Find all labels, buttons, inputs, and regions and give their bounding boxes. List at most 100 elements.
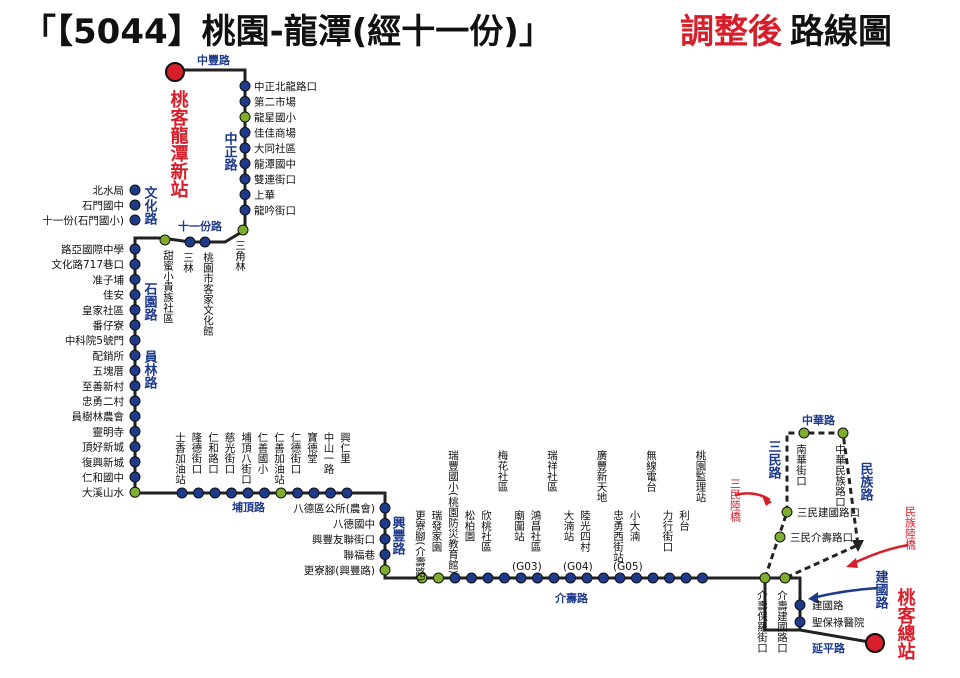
stop-marker bbox=[199, 236, 211, 248]
stop-marker bbox=[129, 365, 141, 377]
stop-marker bbox=[129, 199, 141, 211]
stop-marker bbox=[292, 487, 303, 499]
stop-label: 中科院5號門 bbox=[65, 334, 124, 347]
terminal-start-label: 桃客龍潭新站 bbox=[168, 89, 189, 199]
stop-label: 八德國中 bbox=[333, 518, 375, 531]
stop-marker bbox=[548, 572, 560, 584]
road-wenhua: 文化路 bbox=[142, 185, 158, 225]
stop-marker bbox=[237, 224, 249, 236]
stop-marker bbox=[129, 319, 141, 331]
road-yanping: 延平路 bbox=[811, 641, 846, 655]
stop-label: 上華 bbox=[254, 190, 275, 202]
stop-marker bbox=[239, 142, 251, 154]
stop-marker bbox=[379, 533, 391, 545]
stop-marker bbox=[794, 599, 806, 611]
stop-label: 介壽保羅街口 bbox=[756, 590, 768, 653]
arrow-sanmin-bridge-icon bbox=[734, 492, 771, 502]
road-jieshou: 介壽路 bbox=[554, 591, 589, 605]
stop-marker bbox=[129, 304, 141, 316]
stop-label: 仁和國中 bbox=[82, 471, 124, 484]
stop-label: 雙連街口 bbox=[254, 173, 296, 186]
stop-label: 忠勇西街站 bbox=[612, 510, 624, 563]
stop-marker bbox=[239, 204, 251, 216]
stop-label: 瑞發家園 bbox=[431, 510, 443, 553]
stop-label: 佳佳商場 bbox=[254, 127, 296, 140]
stop-marker bbox=[129, 273, 141, 285]
stop-marker bbox=[697, 572, 708, 584]
map-title: 「【5044】桃園-龍潭(經十一份)」 調整後 路線圖 bbox=[0, 6, 960, 58]
stop-marker bbox=[193, 487, 204, 499]
stop-marker bbox=[129, 441, 141, 453]
road-xingfeng: 興豐路 bbox=[390, 515, 406, 555]
stop-marker bbox=[239, 158, 251, 169]
stop-label: 中華民族路口 bbox=[834, 443, 846, 507]
stop-marker bbox=[239, 189, 251, 200]
stop-marker bbox=[242, 487, 254, 499]
stop-marker bbox=[781, 506, 793, 518]
stop-label: 陸光四村 bbox=[579, 509, 591, 552]
stop-label: 廟圍站 bbox=[513, 509, 525, 542]
note-sanmin-bridge: 三民陸橋 bbox=[729, 478, 742, 523]
stop-marker bbox=[259, 487, 270, 499]
stop-marker bbox=[798, 427, 810, 439]
stop-marker bbox=[129, 289, 141, 301]
stop-label: 龍星國小 bbox=[254, 111, 296, 124]
stop-label: 准子埔 bbox=[93, 273, 125, 286]
arrow-head-minzu-icon bbox=[846, 558, 858, 568]
stop-label: 聯福巷 bbox=[344, 549, 376, 562]
stop-label: 梅花社區 bbox=[497, 449, 509, 492]
stop-label: 皇家社區 bbox=[82, 304, 124, 317]
stop-marker bbox=[515, 572, 527, 584]
stop-label: 力行街口 bbox=[662, 509, 674, 552]
stop-labels-layer: 中正北龍路口第二市場龍星國小佳佳商場大同社區龍潭國中雙連街口上華龍吟街口三角林桃… bbox=[42, 80, 865, 653]
stop-label: 無線電台 bbox=[645, 449, 657, 493]
stop-label: 龍潭國中 bbox=[254, 158, 296, 171]
stop-label: 寶德堂 bbox=[306, 431, 318, 463]
road-zhongzheng: 中正路 bbox=[222, 131, 238, 171]
stop-label: 更寮腳(興豐路) bbox=[304, 564, 375, 577]
stop-label: 甜蜜小貴族社區 bbox=[162, 249, 174, 323]
stop-label: 八德區公所(農會) bbox=[293, 502, 375, 515]
stop-label: 興仁里 bbox=[339, 432, 351, 464]
stop-marker bbox=[614, 572, 626, 584]
stop-marker bbox=[129, 471, 141, 483]
stop-marker bbox=[581, 572, 593, 584]
stop-label: 興豐友聯街口 bbox=[312, 533, 375, 546]
stop-label: 隆德街口 bbox=[191, 431, 203, 474]
stop-label: 文化路717巷口 bbox=[51, 258, 124, 271]
stop-marker bbox=[239, 173, 251, 185]
stop-label: 仁善加油站 bbox=[273, 432, 285, 485]
stop-marker bbox=[598, 572, 609, 584]
arrow-down-minzu-icon bbox=[852, 540, 864, 552]
stop-label: 仁德街口 bbox=[290, 432, 302, 474]
stop-label: 仁善國小 bbox=[257, 432, 269, 475]
stop-label: 番仔寮 bbox=[93, 319, 125, 332]
stop-label: (G05) bbox=[613, 561, 643, 573]
stop-label: 小大湳 bbox=[629, 510, 641, 542]
stop-marker bbox=[159, 234, 171, 246]
stop-label: 三林 bbox=[182, 252, 194, 274]
stop-label: 瑞豐國小(桃園防災教育館) bbox=[447, 450, 459, 574]
road-shiyifen: 十一份路 bbox=[178, 219, 223, 233]
stop-label: 中正北龍路口 bbox=[254, 80, 317, 93]
stop-label: 欣桃社區 bbox=[480, 509, 492, 552]
stop-label: 三民介壽路口 bbox=[790, 531, 853, 544]
stop-marker bbox=[129, 214, 141, 226]
stop-marker bbox=[129, 243, 141, 255]
stops-layer bbox=[129, 80, 849, 628]
stop-marker bbox=[379, 502, 391, 514]
stop-label: 至善新村 bbox=[82, 380, 124, 393]
stop-label: 埔頂八街口 bbox=[240, 431, 252, 484]
road-yuanlin: 員林路 bbox=[142, 350, 159, 389]
stop-marker bbox=[226, 487, 237, 499]
road-minzu: 民族路 bbox=[858, 462, 874, 501]
stop-marker bbox=[129, 425, 141, 437]
stop-marker bbox=[129, 349, 141, 361]
stop-marker bbox=[129, 395, 141, 407]
arrow-head-jianguo-icon bbox=[808, 592, 818, 603]
road-zhongfeng: 中豐路 bbox=[197, 53, 231, 67]
stop-label: 桃園監理站 bbox=[695, 449, 707, 503]
stop-label: 復興新城 bbox=[82, 456, 124, 469]
stop-label: 頂好新城 bbox=[82, 441, 124, 454]
